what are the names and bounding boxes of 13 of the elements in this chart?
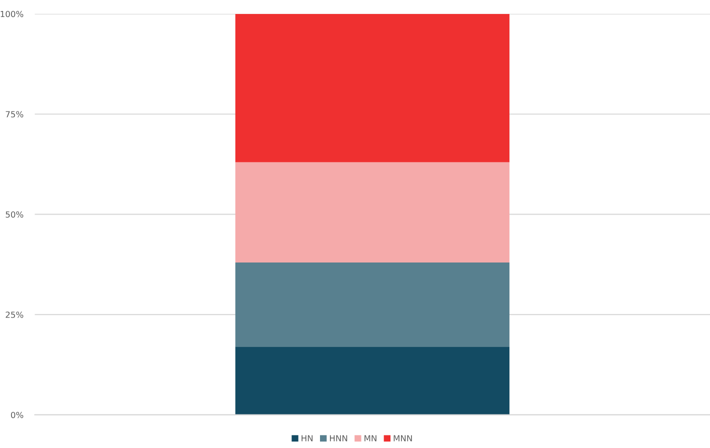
y-tick-label: 25% xyxy=(6,312,24,318)
y-tick-label: 100% xyxy=(0,10,24,18)
legend-label: HNN xyxy=(330,435,348,442)
bar xyxy=(235,262,510,347)
bar xyxy=(235,162,510,262)
y-tick-label: 75% xyxy=(6,111,24,118)
y-tick-label: 0% xyxy=(11,412,24,418)
bar xyxy=(235,14,510,162)
legend-label: MNN xyxy=(394,435,412,442)
legend-label: HN xyxy=(302,435,313,442)
y-tick-label: 50% xyxy=(6,211,24,218)
bar xyxy=(235,346,510,415)
legend-label: MN xyxy=(364,435,376,442)
